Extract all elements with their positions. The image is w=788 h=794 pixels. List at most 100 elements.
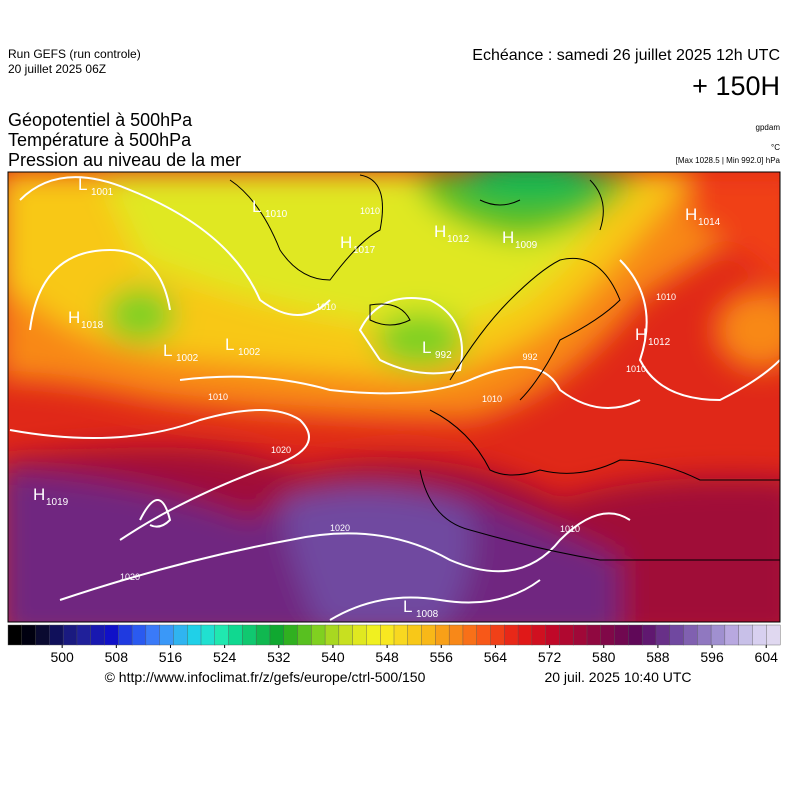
colorbar-label: 516 — [159, 649, 183, 665]
colorbar-cell — [324, 624, 340, 646]
colorbar-cell — [724, 624, 740, 646]
colorbar-cell — [269, 624, 285, 646]
center-type: L — [403, 597, 412, 616]
colorbar-label: 604 — [755, 649, 779, 665]
colorbar-cell — [49, 624, 64, 646]
colorbar-cell — [614, 624, 629, 646]
colorbar-cell — [752, 624, 767, 646]
colorbar-cell — [242, 624, 257, 646]
map-frame — [7, 171, 781, 623]
center-type: H — [502, 228, 514, 247]
colorbar-cell — [7, 624, 23, 646]
center-type: H — [434, 222, 446, 241]
colorbar-cell — [407, 624, 423, 646]
center-value: 1001 — [91, 187, 114, 198]
colorbar-cell — [90, 624, 106, 646]
colorbar-cell — [104, 624, 119, 646]
isobar-label: 1020 — [330, 523, 350, 533]
colorbar-cell — [21, 624, 37, 646]
colorbar-label: 500 — [50, 649, 74, 665]
center-value: 1012 — [648, 337, 671, 348]
colorbar-cell — [710, 624, 726, 646]
colorbar-cell — [118, 624, 133, 646]
center-type: H — [340, 233, 352, 252]
colorbar-cell — [187, 624, 202, 646]
colorbar-label: 524 — [213, 649, 237, 665]
colorbar-cell — [173, 624, 188, 646]
colorbar-cell — [490, 624, 505, 646]
colorbar-cell — [683, 624, 698, 646]
colorbar: 500 508 516 524 532 540 548 556 564 572 580 588 596 6… — [7, 624, 781, 665]
center-type: L — [422, 338, 431, 357]
center-type: H — [635, 325, 647, 344]
isobar-label: 1010 — [316, 302, 336, 312]
colorbar-cell — [476, 624, 492, 646]
colorbar-label: 532 — [267, 649, 291, 665]
isobar-label: 1010 — [482, 394, 502, 404]
colorbar-cell — [228, 624, 243, 646]
isobar-label: 1010 — [360, 206, 380, 216]
colorbar-cell — [766, 624, 781, 646]
colorbar-cell — [145, 624, 161, 646]
colorbar-label: 556 — [430, 649, 454, 665]
colorbar-label: 580 — [592, 649, 616, 665]
map — [8, 172, 780, 622]
center-value: 1002 — [238, 347, 261, 358]
colorbar-cell — [531, 624, 547, 646]
unit: °C — [771, 143, 780, 152]
center-value: 1012 — [447, 234, 470, 245]
colorbar-cell — [448, 624, 464, 646]
isobar-label: 1010 — [656, 292, 676, 302]
center-value: 1018 — [81, 320, 104, 331]
colorbar-cell — [669, 624, 685, 646]
colorbar-cell — [380, 624, 395, 646]
colorbar-cell — [573, 624, 588, 646]
center-value: 1010 — [265, 209, 288, 220]
center-value: 1008 — [416, 609, 439, 620]
colorbar-cell — [366, 624, 381, 646]
center-type: H — [68, 308, 80, 327]
title: Température à 500hPa — [8, 130, 192, 150]
colorbar-cell — [559, 624, 574, 646]
echeance: Echéance : samedi 26 juillet 2025 12h UT… — [472, 47, 780, 64]
colorbar-cell — [159, 624, 174, 646]
colorbar-label: 572 — [538, 649, 562, 665]
colorbar-cell — [283, 624, 299, 646]
colorbar-cell — [655, 624, 671, 646]
colorbar-cell — [421, 624, 436, 646]
lead-time: + 150H — [692, 71, 780, 101]
isobar-label: 1020 — [271, 445, 291, 455]
colorbar-label: 588 — [646, 649, 670, 665]
center-type: L — [252, 197, 261, 216]
colorbar-cell — [738, 624, 753, 646]
isobar-label: 1020 — [120, 572, 140, 582]
isobar-label: 1010 — [208, 392, 228, 402]
title: Géopotentiel à 500hPa — [8, 110, 193, 130]
colorbar-cell — [311, 624, 326, 646]
colorbar-cell — [545, 624, 560, 646]
colorbar-cell — [628, 624, 643, 646]
center-type: L — [163, 341, 172, 360]
isobar-label: 1010 — [626, 364, 646, 374]
colorbar-label: 564 — [484, 649, 508, 665]
isobar-label: 992 — [522, 352, 537, 362]
colorbar-label: 508 — [105, 649, 129, 665]
center-value: 992 — [435, 350, 452, 361]
center-value: 1017 — [353, 245, 376, 256]
colorbar-cell — [641, 624, 657, 646]
center-value: 1002 — [176, 353, 199, 364]
run: Run GEFS (run controle) — [8, 47, 141, 61]
center-type: L — [225, 335, 234, 354]
colorbar-cell — [600, 624, 616, 646]
colorbar-cell — [435, 624, 450, 646]
colorbar-cell — [255, 624, 271, 646]
colorbar-cell — [352, 624, 367, 646]
isobar-label: 1010 — [560, 524, 580, 534]
issue-time: 20 juil. 2025 10:40 UTC — [544, 669, 691, 685]
colorbar-label: 548 — [375, 649, 399, 665]
colorbar-cell — [586, 624, 602, 646]
colorbar-cell — [76, 624, 92, 646]
title: Pression au niveau de la mer — [8, 150, 241, 170]
run-date: 20 juillet 2025 06Z — [8, 62, 106, 76]
colorbar-cell — [214, 624, 230, 646]
